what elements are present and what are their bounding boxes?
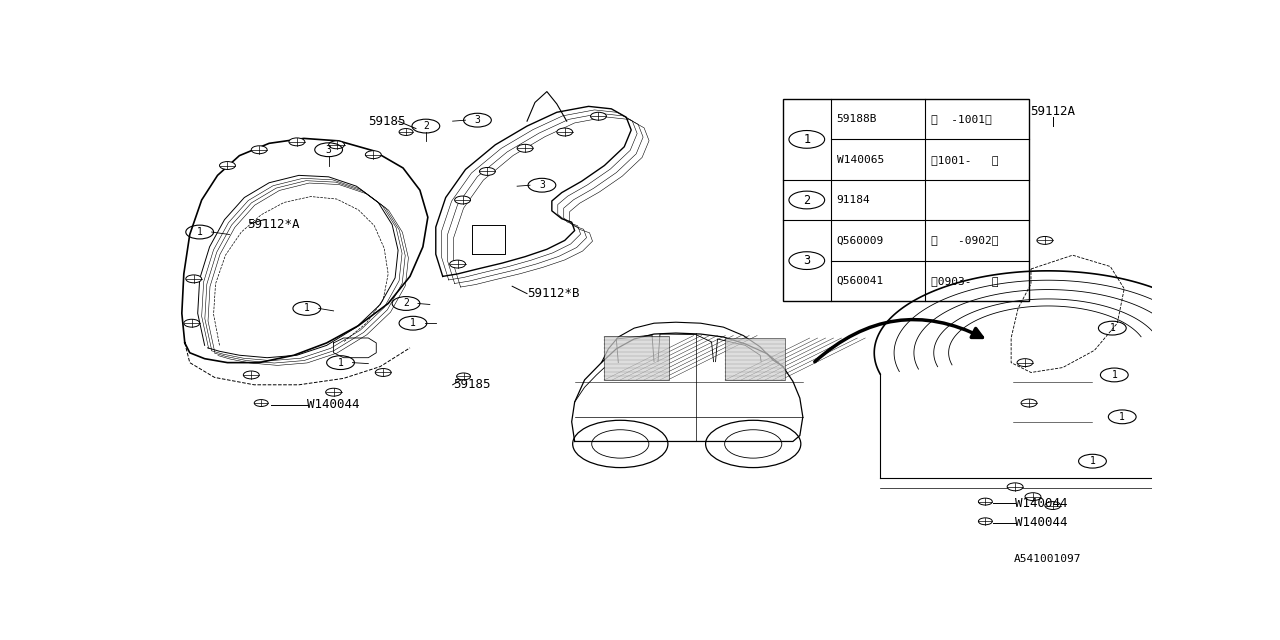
Text: 91184: 91184 [837,195,870,205]
Circle shape [454,196,471,204]
Bar [726,338,785,380]
Circle shape [375,369,392,376]
Circle shape [289,138,305,146]
Circle shape [1007,483,1023,491]
Circle shape [325,388,342,396]
Circle shape [243,371,259,379]
Text: 1: 1 [1089,456,1096,466]
Circle shape [1021,399,1037,407]
Text: W140044: W140044 [1015,516,1068,529]
Circle shape [184,319,200,327]
Text: 〈  -1001〉: 〈 -1001〉 [931,114,992,124]
Circle shape [1025,493,1041,500]
Text: 1: 1 [410,318,416,328]
Text: Q560009: Q560009 [837,236,883,245]
Circle shape [590,112,607,120]
Text: 1: 1 [1111,370,1117,380]
Text: 1: 1 [1110,323,1115,333]
Text: A541001097: A541001097 [1014,554,1082,564]
Text: 2: 2 [422,121,429,131]
Circle shape [557,128,572,136]
Bar [783,99,1029,301]
FancyArrowPatch shape [815,319,982,362]
Circle shape [251,146,268,154]
Text: 〈0903-   〉: 〈0903- 〉 [931,276,998,286]
Text: 3: 3 [539,180,545,190]
Circle shape [1037,236,1053,244]
Text: 59185: 59185 [453,378,490,391]
Circle shape [329,141,344,148]
Text: 3: 3 [325,145,332,155]
Circle shape [978,498,992,505]
Text: 〈   -0902〉: 〈 -0902〉 [931,236,998,245]
Text: 1: 1 [338,358,343,367]
Circle shape [255,399,268,406]
Text: 59188B: 59188B [837,114,877,124]
Circle shape [978,518,992,525]
Circle shape [449,260,466,268]
Text: 1: 1 [303,303,310,314]
Circle shape [1044,502,1061,509]
Text: W140044: W140044 [307,398,360,411]
Text: 2: 2 [403,298,408,308]
Circle shape [480,168,495,175]
Circle shape [186,275,202,283]
Text: 1: 1 [1119,412,1125,422]
Text: 59112A: 59112A [1030,105,1075,118]
Text: 2: 2 [804,193,810,207]
Text: 3: 3 [804,254,810,267]
Circle shape [1018,358,1033,367]
Text: W140065: W140065 [837,155,883,164]
Circle shape [365,150,381,159]
Circle shape [457,373,471,380]
Text: 59185: 59185 [369,115,406,127]
Circle shape [220,161,236,170]
Text: 〈1001-   〉: 〈1001- 〉 [931,155,998,164]
Text: 1: 1 [197,227,202,237]
Circle shape [399,129,413,136]
Text: 59112*B: 59112*B [527,287,580,300]
Circle shape [517,144,532,152]
Bar [604,335,669,380]
Text: Q560041: Q560041 [837,276,883,286]
Text: 3: 3 [475,115,480,125]
Text: 59112*A: 59112*A [247,218,300,231]
Text: 1: 1 [804,133,810,146]
Text: W140044: W140044 [1015,497,1068,509]
